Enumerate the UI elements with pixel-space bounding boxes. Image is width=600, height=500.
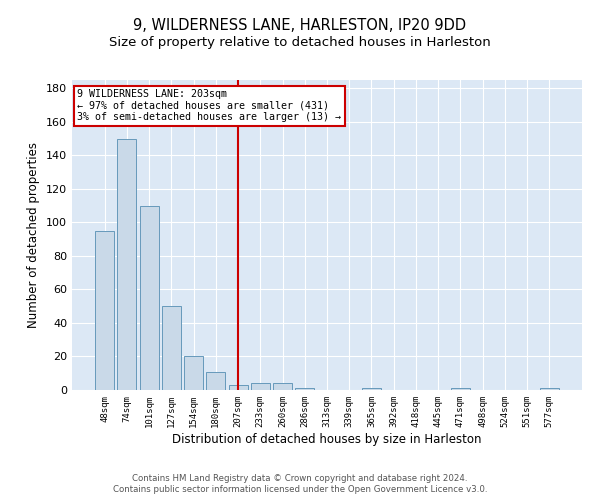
Text: Contains HM Land Registry data © Crown copyright and database right 2024.
Contai: Contains HM Land Registry data © Crown c… <box>113 474 487 494</box>
Bar <box>140 206 158 390</box>
Bar <box>540 388 559 390</box>
Bar <box>206 372 225 390</box>
Text: Size of property relative to detached houses in Harleston: Size of property relative to detached ho… <box>109 36 491 49</box>
Bar <box>273 384 292 390</box>
Bar <box>295 388 314 390</box>
Bar <box>95 231 114 390</box>
Bar <box>362 388 381 390</box>
Text: 9, WILDERNESS LANE, HARLESTON, IP20 9DD: 9, WILDERNESS LANE, HARLESTON, IP20 9DD <box>133 18 467 32</box>
Bar <box>118 138 136 390</box>
Y-axis label: Number of detached properties: Number of detached properties <box>28 142 40 328</box>
Bar <box>251 384 270 390</box>
Text: 9 WILDERNESS LANE: 203sqm
← 97% of detached houses are smaller (431)
3% of semi-: 9 WILDERNESS LANE: 203sqm ← 97% of detac… <box>77 90 341 122</box>
Bar <box>184 356 203 390</box>
Bar <box>229 385 248 390</box>
X-axis label: Distribution of detached houses by size in Harleston: Distribution of detached houses by size … <box>172 432 482 446</box>
Bar <box>162 306 181 390</box>
Bar <box>451 388 470 390</box>
